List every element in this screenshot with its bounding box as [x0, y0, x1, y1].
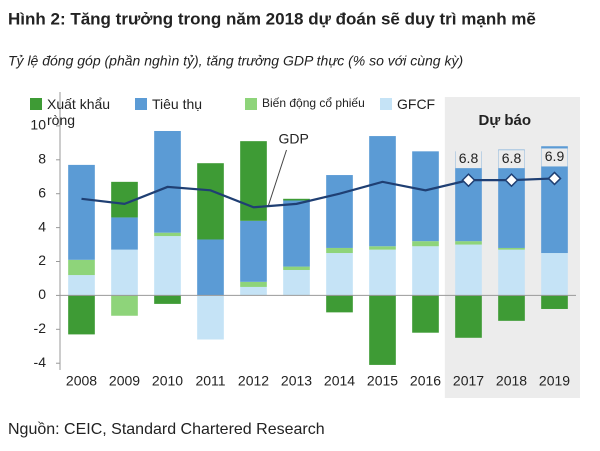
bar — [455, 295, 482, 338]
bar — [498, 247, 525, 250]
x-tick-label: 2014 — [324, 373, 355, 389]
x-tick-label: 2017 — [453, 373, 484, 389]
legend-swatch — [245, 98, 257, 110]
x-tick-label: 2010 — [152, 373, 183, 389]
bar — [369, 136, 396, 247]
bar — [283, 269, 310, 296]
bar — [68, 295, 95, 335]
y-tick-label: 2 — [38, 252, 46, 268]
chart-title: Hình 2: Tăng trưởng trong năm 2018 dự đo… — [8, 9, 536, 28]
x-tick-label: 2015 — [367, 373, 398, 389]
y-tick-label: 10 — [30, 117, 46, 133]
bar — [197, 163, 224, 240]
value-label-box — [541, 148, 568, 167]
line-label-pointer — [268, 149, 287, 206]
legend-swatch — [380, 98, 392, 110]
bar — [111, 295, 138, 316]
bar — [412, 241, 439, 247]
value-label: 6.8 — [502, 150, 522, 166]
bar — [154, 295, 181, 304]
bar — [369, 295, 396, 365]
x-tick-label: 2012 — [238, 373, 269, 389]
x-tick-label: 2009 — [109, 373, 140, 389]
bar — [240, 141, 267, 221]
bar — [283, 200, 310, 267]
bar — [455, 241, 482, 245]
marker — [504, 173, 519, 188]
bar — [154, 232, 181, 237]
bar — [412, 246, 439, 296]
bar — [240, 286, 267, 296]
marker — [461, 173, 476, 188]
y-tick-label: 8 — [38, 151, 46, 167]
value-label: 6.8 — [459, 150, 479, 166]
legend-item: Biến động cổ phiếu — [245, 96, 392, 110]
x-tick-label: 2016 — [410, 373, 441, 389]
y-tick-label: -4 — [34, 354, 47, 370]
bar — [412, 151, 439, 242]
legend-swatch — [30, 98, 42, 110]
legend-label: GFCF — [397, 96, 436, 112]
bar — [326, 253, 353, 296]
bar — [197, 295, 224, 340]
legend-label: Biến động cổ phiếu — [262, 96, 365, 110]
bar — [326, 295, 353, 313]
legend-item: Tiêu thụ — [135, 96, 242, 112]
source: Nguồn: CEIC, Standard Chartered Research — [8, 421, 325, 438]
y-tick-label: -2 — [34, 320, 47, 336]
marker — [547, 171, 562, 186]
bar — [326, 175, 353, 248]
bar — [455, 244, 482, 296]
bar — [68, 164, 95, 260]
bar — [498, 249, 525, 296]
bar — [197, 239, 224, 296]
forecast-label: Dự báo — [479, 112, 532, 129]
legend-label: Tiêu thụ — [152, 96, 203, 112]
legend-item: Xuất khẩu ròng — [30, 96, 125, 128]
x-tick-label: 2008 — [66, 373, 97, 389]
bar — [283, 266, 310, 270]
bar — [111, 249, 138, 296]
bar — [68, 275, 95, 296]
bar — [240, 220, 267, 282]
bar — [541, 295, 568, 309]
bar — [412, 295, 439, 333]
bar — [240, 281, 267, 287]
y-tick-label: 4 — [38, 218, 46, 234]
y-tick-label: 0 — [38, 286, 46, 302]
chart-subtitle: Tỷ lệ đóng góp (phần nghìn tỷ), tăng trư… — [8, 53, 463, 69]
x-tick-label: 2011 — [195, 373, 225, 389]
bar — [68, 259, 95, 276]
line-label: GDP — [279, 131, 309, 147]
bar — [498, 295, 525, 321]
y-tick-label: 6 — [38, 184, 46, 200]
legend-label: Xuất khẩu ròng — [47, 96, 111, 128]
legend-item: GFCF — [380, 96, 477, 112]
x-tick-label: 2019 — [539, 373, 570, 389]
x-tick-label: 2018 — [496, 373, 527, 389]
bar — [154, 130, 181, 233]
bar — [154, 236, 181, 296]
bar — [369, 249, 396, 296]
value-label-box — [455, 150, 482, 169]
value-label: 6.9 — [545, 148, 565, 164]
x-tick-label: 2013 — [281, 373, 312, 389]
bar — [541, 253, 568, 296]
value-label-box — [498, 150, 525, 169]
legend-swatch — [135, 98, 147, 110]
bar — [326, 247, 353, 254]
bar — [111, 217, 138, 250]
bar — [369, 246, 396, 250]
gdp-line — [81, 177, 555, 209]
bar — [283, 198, 310, 201]
